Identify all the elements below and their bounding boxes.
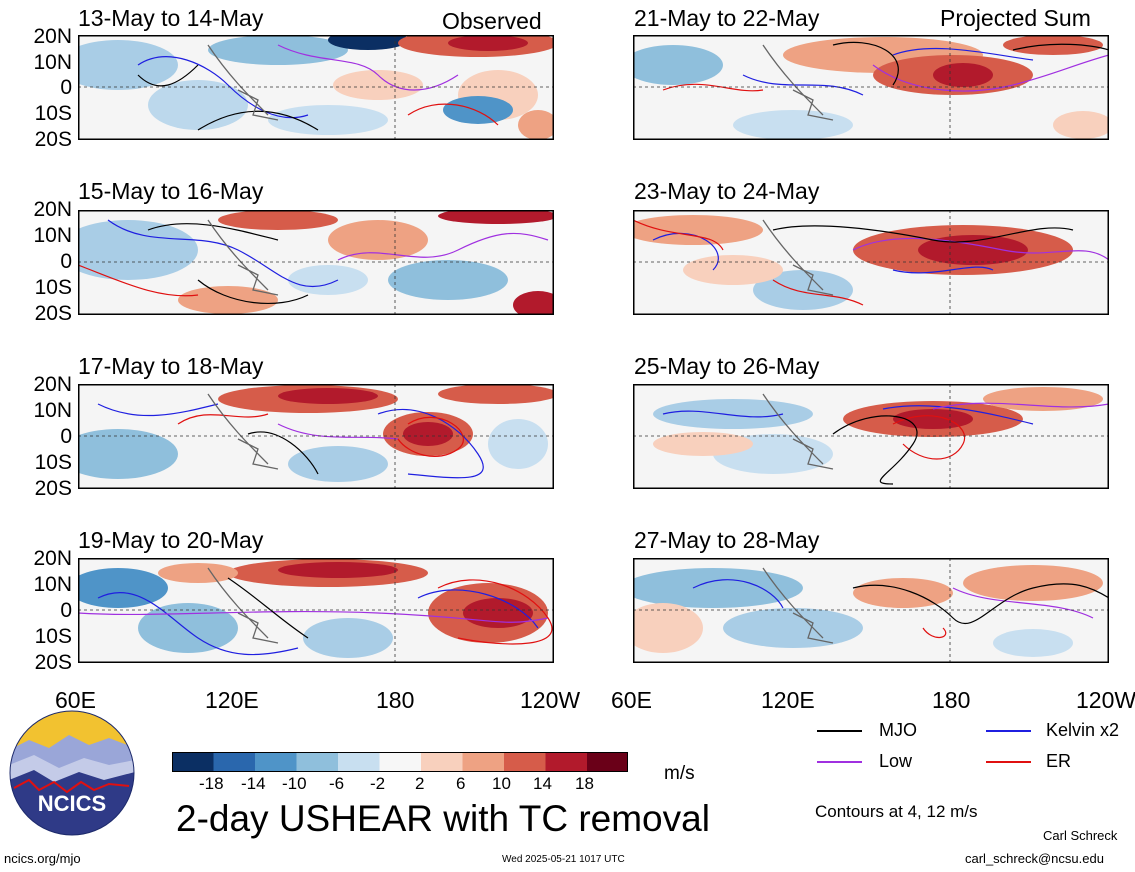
colorbar-tick: -2: [370, 774, 386, 793]
colorbar-tick: -14: [241, 774, 266, 793]
legend-swatch-mjo: [817, 730, 862, 732]
lat-label: 20S: [34, 651, 72, 674]
colorbar-tick: -10: [282, 774, 307, 793]
map-panel-4: [78, 558, 554, 663]
lat-label: 20N: [33, 198, 72, 221]
legend-swatch-er: [986, 761, 1031, 763]
lat-label: 20S: [34, 302, 72, 325]
panel-title-5: 21-May to 22-May: [634, 5, 820, 31]
colorbar-tick: -18: [199, 774, 224, 793]
colorbar-units: m/s: [664, 763, 695, 784]
main-title: 2-day USHEAR with TC removal: [176, 798, 710, 839]
map-panel-1: [78, 35, 554, 140]
lon-label-right: 60E: [611, 687, 652, 713]
ncics-logo: NCICS: [9, 710, 135, 836]
legend-swatch-low: [817, 761, 862, 763]
map-panel-8: [633, 558, 1109, 663]
map-panel-6: [633, 210, 1109, 315]
colorbar-tick: 18: [575, 774, 594, 793]
map-panel-3: [78, 384, 554, 489]
lat-label: 20N: [33, 373, 72, 396]
lat-label: 10S: [34, 276, 72, 299]
legend-swatch-kelvin: [986, 730, 1031, 732]
lon-label-right: 180: [932, 687, 971, 713]
lat-label: 20S: [34, 477, 72, 500]
lon-label-right: 120E: [761, 687, 815, 713]
lat-label: 0: [60, 425, 72, 448]
panel-title-6: 23-May to 24-May: [634, 178, 820, 204]
colorbar-tick: 6: [456, 774, 466, 793]
panel-title-8: 27-May to 28-May: [634, 527, 820, 553]
lat-label: 0: [60, 599, 72, 622]
colorbar-tick: 2: [415, 774, 425, 793]
projected-header: Projected Sum: [940, 5, 1091, 31]
lon-label-right: 120W: [1076, 687, 1135, 713]
lat-label: 10N: [33, 573, 72, 596]
legend-label-low: Low: [879, 751, 913, 771]
lon-label-left: 180: [376, 687, 415, 713]
panel-title-7: 25-May to 26-May: [634, 353, 820, 379]
lat-label: 10S: [34, 102, 72, 125]
lat-label: 20S: [34, 128, 72, 151]
contours-note: Contours at 4, 12 m/s: [815, 802, 978, 821]
legend-label-er: ER: [1046, 751, 1072, 771]
lat-label: 0: [60, 76, 72, 99]
colorbar-tick: 14: [533, 774, 552, 793]
panel-title-2: 15-May to 16-May: [78, 178, 264, 204]
lat-label: 10S: [34, 451, 72, 474]
map-panel-5: [633, 35, 1109, 140]
map-panel-2: [78, 210, 554, 315]
colorbar-tick: -6: [329, 774, 345, 793]
lat-label: 20N: [33, 547, 72, 570]
lat-label: 10N: [33, 399, 72, 422]
lat-label: 10S: [34, 625, 72, 648]
lat-label: 10N: [33, 224, 72, 247]
colorbar-tick: 10: [492, 774, 511, 793]
panel-title-3: 17-May to 18-May: [78, 353, 264, 379]
footer-author: Carl Schreck: [1043, 828, 1118, 843]
footer-email: carl_schreck@ncsu.edu: [965, 851, 1104, 866]
lon-label-left: 120E: [205, 687, 259, 713]
footer-url: ncics.org/mjo: [4, 851, 81, 866]
lat-label: 0: [60, 250, 72, 273]
lat-label: 10N: [33, 51, 72, 74]
legend-label-mjo: MJO: [879, 720, 917, 740]
legend-label-kelvin: Kelvin x2: [1046, 720, 1120, 740]
colorbar: [172, 752, 628, 772]
observed-header: Observed: [442, 8, 542, 34]
lon-label-left: 120W: [520, 687, 581, 713]
logo-text: NCICS: [38, 791, 106, 816]
map-panel-7: [633, 384, 1109, 489]
lon-label-left: 60E: [55, 687, 96, 713]
footer-timestamp: Wed 2025-05-21 1017 UTC: [502, 854, 625, 865]
lat-label: 20N: [33, 25, 72, 48]
panel-title-4: 19-May to 20-May: [78, 527, 264, 553]
panel-title-1: 13-May to 14-May: [78, 5, 264, 31]
